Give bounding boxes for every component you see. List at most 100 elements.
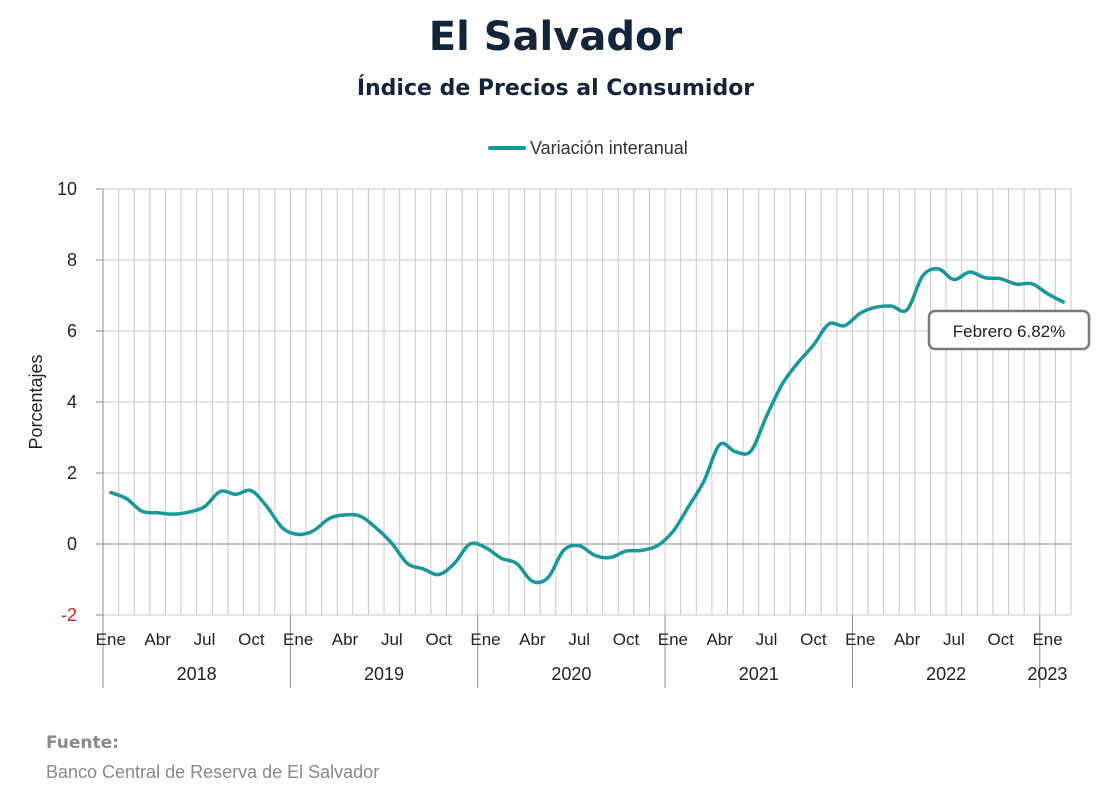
x-tick-label: Ene <box>845 630 875 649</box>
data-point <box>827 322 831 326</box>
x-tick-label: Oct <box>613 630 640 649</box>
data-point <box>858 311 862 315</box>
data-point <box>499 556 503 560</box>
x-tick-label: Abr <box>706 630 733 649</box>
data-point <box>109 491 113 495</box>
x-tick-label: Ene <box>283 630 313 649</box>
x-tick-label: Jul <box>568 630 590 649</box>
y-tick-label: 2 <box>67 463 77 483</box>
data-point <box>296 532 300 536</box>
data-point <box>234 492 238 496</box>
data-point <box>999 277 1003 281</box>
y-tick-label: 0 <box>67 534 77 554</box>
data-point <box>359 514 363 518</box>
data-point <box>1046 292 1050 296</box>
x-tick-label: Abr <box>519 630 546 649</box>
y-tick-label: 8 <box>67 250 77 270</box>
data-point <box>265 505 269 509</box>
series-line <box>109 266 1065 585</box>
y-axis-label: Porcentajes <box>26 354 46 449</box>
callout: Febrero 6.82% <box>927 309 1091 351</box>
data-point <box>156 511 160 515</box>
y-tick-label: 6 <box>67 321 77 341</box>
data-point <box>952 278 956 282</box>
data-point <box>1030 282 1034 286</box>
year-label: 2018 <box>177 664 217 684</box>
data-point <box>608 555 612 559</box>
callout-box <box>927 309 1091 351</box>
callout-text: Febrero 6.82% <box>953 322 1065 341</box>
x-tick-label: Ene <box>658 630 688 649</box>
data-point <box>577 544 581 548</box>
data-point <box>484 546 488 550</box>
data-point <box>624 549 628 553</box>
data-point <box>187 510 191 514</box>
data-point <box>218 489 222 493</box>
y-tick-label: 4 <box>67 392 77 412</box>
x-tick-label: Abr <box>144 630 171 649</box>
x-tick-label: Jul <box>381 630 403 649</box>
x-tick-label: Jul <box>943 630 965 649</box>
data-point <box>312 529 316 533</box>
data-point <box>671 530 675 534</box>
data-point <box>281 526 285 530</box>
data-point <box>968 270 972 274</box>
data-point <box>468 542 472 546</box>
data-point <box>593 553 597 557</box>
year-label: 2023 <box>1027 664 1067 684</box>
data-point <box>921 274 925 278</box>
x-tick-label: Jul <box>756 630 778 649</box>
data-point <box>796 361 800 365</box>
legend: Variación interanual <box>488 136 688 160</box>
data-point <box>343 513 347 517</box>
data-point <box>733 450 737 454</box>
data-point <box>874 305 878 309</box>
data-point <box>140 509 144 513</box>
x-tick-label: Abr <box>332 630 359 649</box>
data-point <box>702 479 706 483</box>
data-point <box>1061 300 1065 304</box>
data-point <box>640 548 644 552</box>
y-tick-label: 10 <box>57 179 77 199</box>
data-point <box>437 573 441 577</box>
x-tick-label: Oct <box>800 630 827 649</box>
year-label: 2021 <box>739 664 779 684</box>
data-point <box>983 276 987 280</box>
data-point <box>655 544 659 548</box>
data-point <box>421 567 425 571</box>
data-point <box>811 343 815 347</box>
source-heading: Fuente: <box>46 733 119 753</box>
legend-label: Variación interanual <box>530 137 688 158</box>
legend-swatch <box>488 146 526 150</box>
data-point <box>562 548 566 552</box>
data-point <box>780 382 784 386</box>
x-tick-label: Ene <box>1032 630 1062 649</box>
data-point <box>843 324 847 328</box>
data-point <box>889 304 893 308</box>
x-tick-labels: Ene Abr Jul Oct Ene Abr Jul Oct Ene Abr Jul Oct Ene A… <box>96 630 1063 649</box>
data-point <box>390 541 394 545</box>
series-layer <box>109 266 1065 585</box>
data-point <box>124 497 128 501</box>
data-point <box>718 443 722 447</box>
data-point <box>249 489 253 493</box>
data-point <box>515 562 519 566</box>
year-label: 2019 <box>364 664 404 684</box>
y-tick-label: -2 <box>61 605 77 625</box>
data-point <box>530 579 534 583</box>
horizontal-gridlines <box>103 188 1071 616</box>
data-point <box>405 562 409 566</box>
x-tick-label: Oct <box>988 630 1015 649</box>
year-label: 2022 <box>926 664 966 684</box>
data-point <box>686 505 690 509</box>
data-point <box>936 267 940 271</box>
data-point <box>374 526 378 530</box>
data-point <box>327 516 331 520</box>
data-point <box>452 562 456 566</box>
x-tick-label: Abr <box>894 630 921 649</box>
x-tick-label: Oct <box>238 630 265 649</box>
data-point <box>765 414 769 418</box>
data-point <box>202 505 206 509</box>
chart-title: El Salvador <box>428 14 683 60</box>
